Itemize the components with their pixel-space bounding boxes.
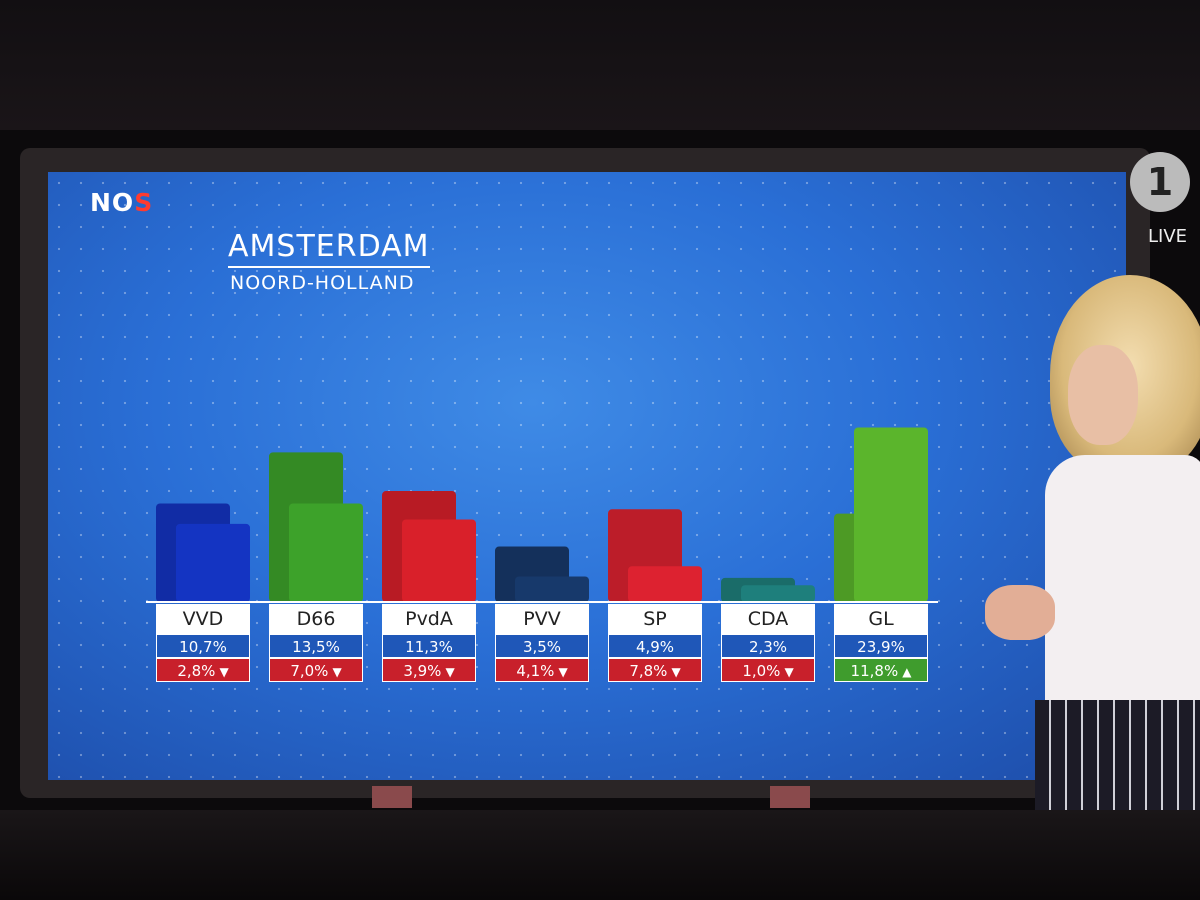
party-card-cda: CDA 2,3% 1,0% ▼ bbox=[721, 604, 815, 682]
arrow-down-icon: ▼ bbox=[671, 665, 681, 679]
change-value: 7,8% bbox=[629, 662, 668, 680]
party-card-sp: SP 4,9% 7,8% ▼ bbox=[608, 604, 702, 682]
presenter-face bbox=[1068, 345, 1138, 445]
party-name: PvdA bbox=[382, 604, 476, 634]
party-name: VVD bbox=[156, 604, 250, 634]
vote-percentage: 2,3% bbox=[721, 634, 815, 658]
change-value: 2,8% bbox=[177, 662, 216, 680]
party-name: CDA bbox=[721, 604, 815, 634]
party-name: PVV bbox=[495, 604, 589, 634]
city-title: AMSTERDAM bbox=[228, 230, 430, 268]
bar-current-vvd bbox=[176, 523, 250, 602]
studio-floor bbox=[0, 810, 1200, 900]
party-card-gl: GL 23,9% 11,8% ▲ bbox=[834, 604, 928, 682]
party-card-d66: D66 13,5% 7,0% ▼ bbox=[269, 604, 363, 682]
change-percentage: 7,0% ▼ bbox=[269, 658, 363, 682]
npo1-logo-badge: 1 bbox=[1130, 152, 1190, 212]
presenter-blouse bbox=[1045, 455, 1200, 705]
party-card-vvd: VVD 10,7% 2,8% ▼ bbox=[156, 604, 250, 682]
change-percentage: 7,8% ▼ bbox=[608, 658, 702, 682]
vote-percentage: 23,9% bbox=[834, 634, 928, 658]
npo1-logo: 1 bbox=[1108, 150, 1200, 222]
bar-current-pvv bbox=[515, 576, 589, 602]
change-percentage: 4,1% ▼ bbox=[495, 658, 589, 682]
arrow-down-icon: ▼ bbox=[445, 665, 455, 679]
vote-percentage: 3,5% bbox=[495, 634, 589, 658]
party-name: D66 bbox=[269, 604, 363, 634]
bar-current-pvda bbox=[402, 519, 476, 602]
arrow-down-icon: ▼ bbox=[784, 665, 794, 679]
province-subtitle: NOORD-HOLLAND bbox=[230, 272, 415, 294]
arrow-down-icon: ▼ bbox=[558, 665, 568, 679]
change-value: 4,1% bbox=[516, 662, 555, 680]
change-value: 1,0% bbox=[742, 662, 781, 680]
party-card-pvv: PVV 3,5% 4,1% ▼ bbox=[495, 604, 589, 682]
presenter-hands bbox=[985, 585, 1055, 640]
arrow-down-icon: ▼ bbox=[332, 665, 342, 679]
vote-percentage: 10,7% bbox=[156, 634, 250, 658]
stand-light bbox=[372, 786, 412, 808]
party-name: GL bbox=[834, 604, 928, 634]
stand-light bbox=[770, 786, 810, 808]
studio-background bbox=[0, 0, 1200, 130]
party-name: SP bbox=[608, 604, 702, 634]
tv-screen: NOS AMSTERDAM NOORD-HOLLAND VVD 10,7% 2,8%… bbox=[48, 172, 1126, 780]
election-bar-chart bbox=[146, 427, 938, 603]
nos-logo: NOS bbox=[90, 188, 154, 217]
bar-current-cda bbox=[741, 585, 815, 602]
party-card-pvda: PvdA 11,3% 3,9% ▼ bbox=[382, 604, 476, 682]
bar-current-gl bbox=[854, 427, 928, 602]
live-indicator: LIVE bbox=[1148, 226, 1188, 247]
vote-percentage: 4,9% bbox=[608, 634, 702, 658]
change-percentage: 1,0% ▼ bbox=[721, 658, 815, 682]
change-value: 7,0% bbox=[290, 662, 329, 680]
arrow-down-icon: ▼ bbox=[219, 665, 229, 679]
bar-current-d66 bbox=[289, 503, 363, 602]
arrow-up-icon: ▲ bbox=[902, 665, 912, 679]
change-percentage: 3,9% ▼ bbox=[382, 658, 476, 682]
bar-current-sp bbox=[628, 566, 702, 602]
change-value: 3,9% bbox=[403, 662, 442, 680]
change-value: 11,8% bbox=[850, 662, 899, 680]
vote-percentage: 11,3% bbox=[382, 634, 476, 658]
change-percentage: 2,8% ▼ bbox=[156, 658, 250, 682]
vote-percentage: 13,5% bbox=[269, 634, 363, 658]
change-percentage: 11,8% ▲ bbox=[834, 658, 928, 682]
